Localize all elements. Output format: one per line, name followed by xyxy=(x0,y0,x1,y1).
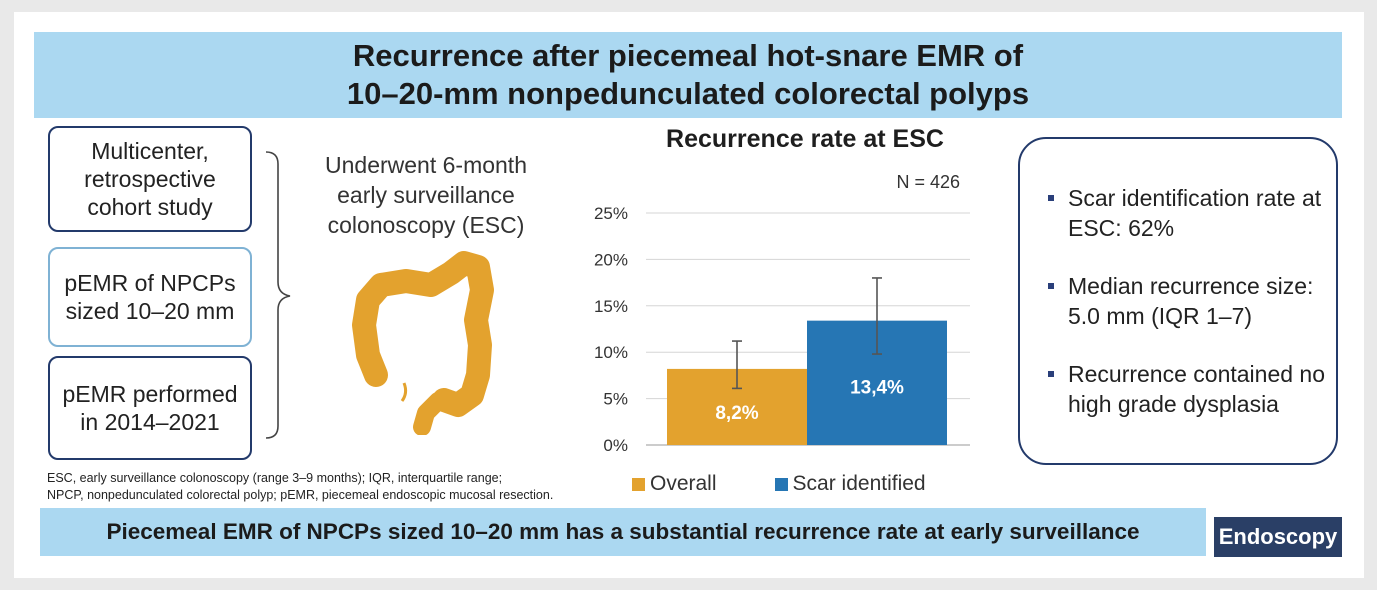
period-box: pEMR performed in 2014–2021 xyxy=(48,356,252,460)
finding-item: Median recurrence size: 5.0 mm (IQR 1–7) xyxy=(1048,271,1326,331)
y-tick-label: 25% xyxy=(594,204,628,223)
y-tick-label: 10% xyxy=(594,343,628,362)
legend-swatch-scar xyxy=(774,477,788,491)
study-design-text: Multicenter, retrospective cohort study xyxy=(84,138,216,220)
y-tick-label: 0% xyxy=(603,436,628,455)
colon-icon xyxy=(352,251,494,435)
chart-legend: Overall Scar identified xyxy=(632,470,984,498)
data-label: 8,2% xyxy=(715,403,758,424)
data-label: 13,4% xyxy=(850,378,904,399)
legend-label-scar: Scar identified xyxy=(792,472,926,495)
bullet-icon xyxy=(1048,371,1054,377)
brace-icon xyxy=(265,151,291,439)
finding-text: Recurrence contained no high grade dyspl… xyxy=(1068,361,1325,417)
legend-label-overall: Overall xyxy=(650,472,717,495)
journal-logo: Endoscopy xyxy=(1214,517,1342,557)
bullet-icon xyxy=(1048,195,1054,201)
conclusion-text: Piecemeal EMR of NPCPs sized 10–20 mm ha… xyxy=(106,519,1140,544)
y-tick-label: 15% xyxy=(594,297,628,316)
inclusion-text: pEMR of NPCPs sized 10–20 mm xyxy=(64,270,236,324)
journal-name: Endoscopy xyxy=(1218,524,1338,549)
abbreviations-footnote: ESC, early surveillance colonoscopy (ran… xyxy=(47,471,554,502)
bullet-icon xyxy=(1048,283,1054,289)
key-findings-box: Scar identification rate at ESC: 62% Med… xyxy=(1018,137,1338,465)
finding-text: Median recurrence size: 5.0 mm (IQR 1–7) xyxy=(1068,273,1314,329)
y-tick-label: 5% xyxy=(603,390,628,409)
study-design-box: Multicenter, retrospective cohort study xyxy=(48,126,252,232)
finding-text: Scar identification rate at ESC: 62% xyxy=(1068,185,1322,241)
conclusion-band: Piecemeal EMR of NPCPs sized 10–20 mm ha… xyxy=(40,508,1206,556)
legend-swatch-overall xyxy=(632,477,645,491)
finding-item: Recurrence contained no high grade dyspl… xyxy=(1048,359,1326,419)
chart-title: Recurrence rate at ESC xyxy=(666,125,944,153)
legend-item-scar: Scar identified xyxy=(774,472,926,496)
title-band: Recurrence after piecemeal hot-snare EMR… xyxy=(34,32,1342,118)
y-tick-label: 20% xyxy=(594,250,628,269)
recurrence-bar-chart: 0% 5% 10% 15% 20% 25% 8,2% 13,4% xyxy=(594,204,970,455)
inclusion-box: pEMR of NPCPs sized 10–20 mm xyxy=(48,247,252,347)
title-line-1: Recurrence after piecemeal hot-snare EMR… xyxy=(352,38,1024,73)
title-line-2: 10–20-mm nonpedunculated colorectal poly… xyxy=(346,76,1030,111)
legend-item-overall: Overall xyxy=(632,472,717,496)
finding-item: Scar identification rate at ESC: 62% xyxy=(1048,183,1326,243)
sample-size-label: N = 426 xyxy=(896,172,960,192)
esc-description: Underwent 6-month early surveillance col… xyxy=(325,152,527,238)
period-text: pEMR performed in 2014–2021 xyxy=(62,381,238,435)
